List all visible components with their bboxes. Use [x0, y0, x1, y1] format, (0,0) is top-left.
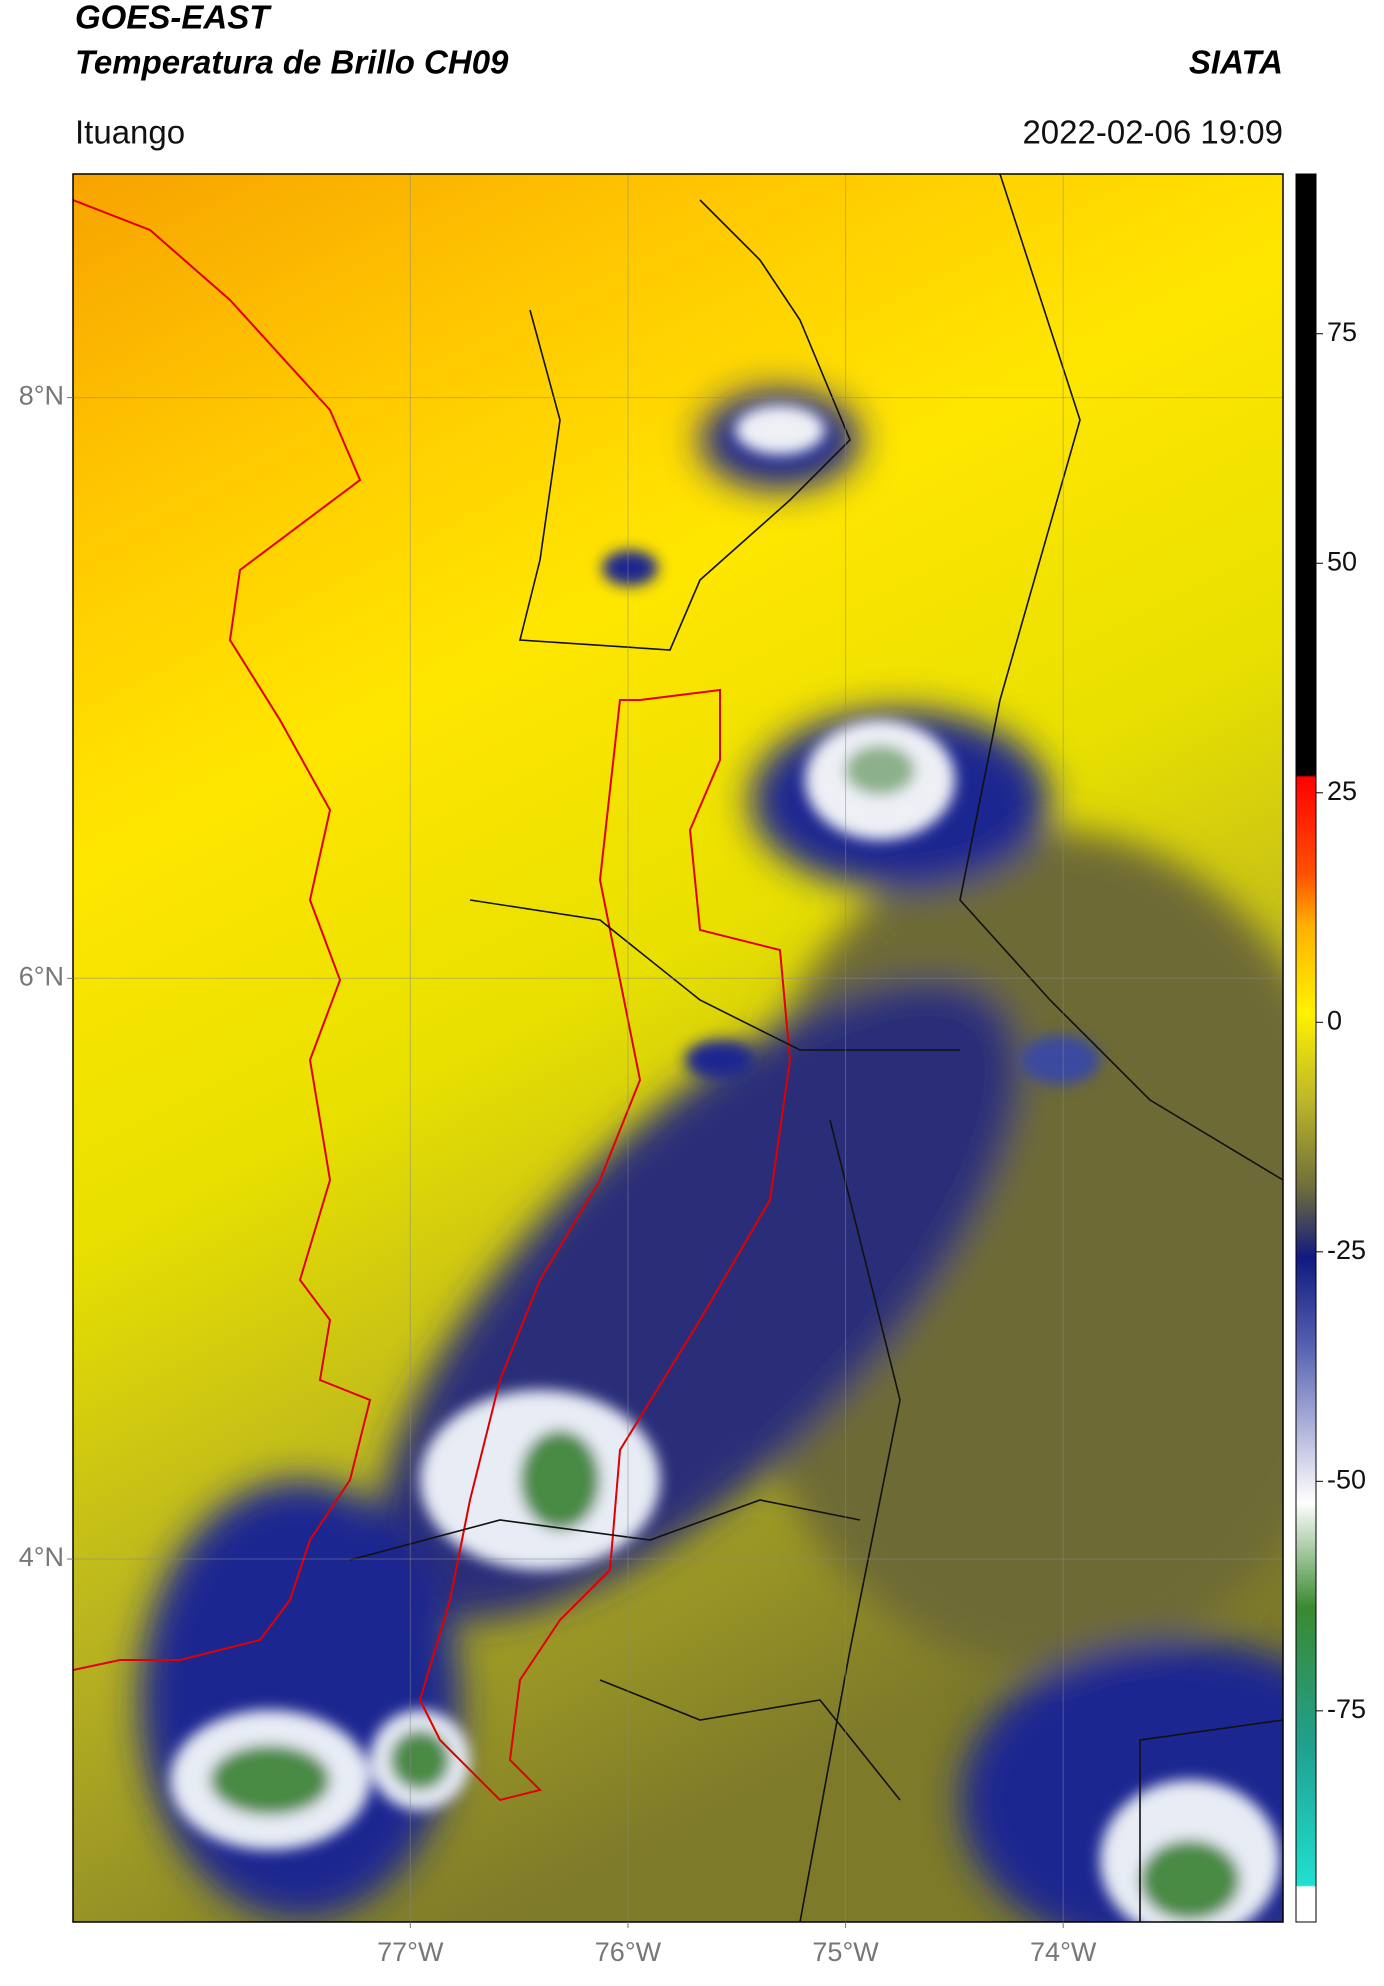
colorbar-tick-label: -25	[1327, 1235, 1366, 1265]
subtitle: Temperatura de Brillo CH09	[75, 44, 509, 81]
lon-tick-label: 77°W	[377, 1937, 444, 1967]
colorbar-tick-label: 75	[1327, 317, 1357, 347]
grid	[73, 174, 1283, 1922]
location: Ituango	[75, 114, 185, 151]
lon-tick-label: 74°W	[1030, 1937, 1097, 1967]
colorbar-tick-label: 50	[1327, 546, 1357, 576]
colorbar-tick-label: 25	[1327, 776, 1357, 806]
lon-tick-label: 75°W	[812, 1937, 879, 1967]
colorbar-tick-label: 0	[1327, 1005, 1342, 1035]
title: GOES-EAST	[75, 0, 272, 36]
colorbar-tick-label: -50	[1327, 1464, 1366, 1494]
lat-tick-label: 6°N	[19, 961, 64, 991]
lat-tick-label: 4°N	[19, 1542, 64, 1572]
map-field	[73, 174, 1283, 1922]
lon-tick-label: 76°W	[595, 1937, 662, 1967]
colorbar	[1295, 173, 1317, 1923]
map-frame	[72, 173, 1284, 1923]
lat-tick-label: 8°N	[19, 381, 64, 411]
source: SIATA	[1189, 44, 1283, 81]
datetime: 2022-02-06 19:09	[1022, 114, 1283, 151]
colorbar-tick-label: -75	[1327, 1694, 1366, 1724]
